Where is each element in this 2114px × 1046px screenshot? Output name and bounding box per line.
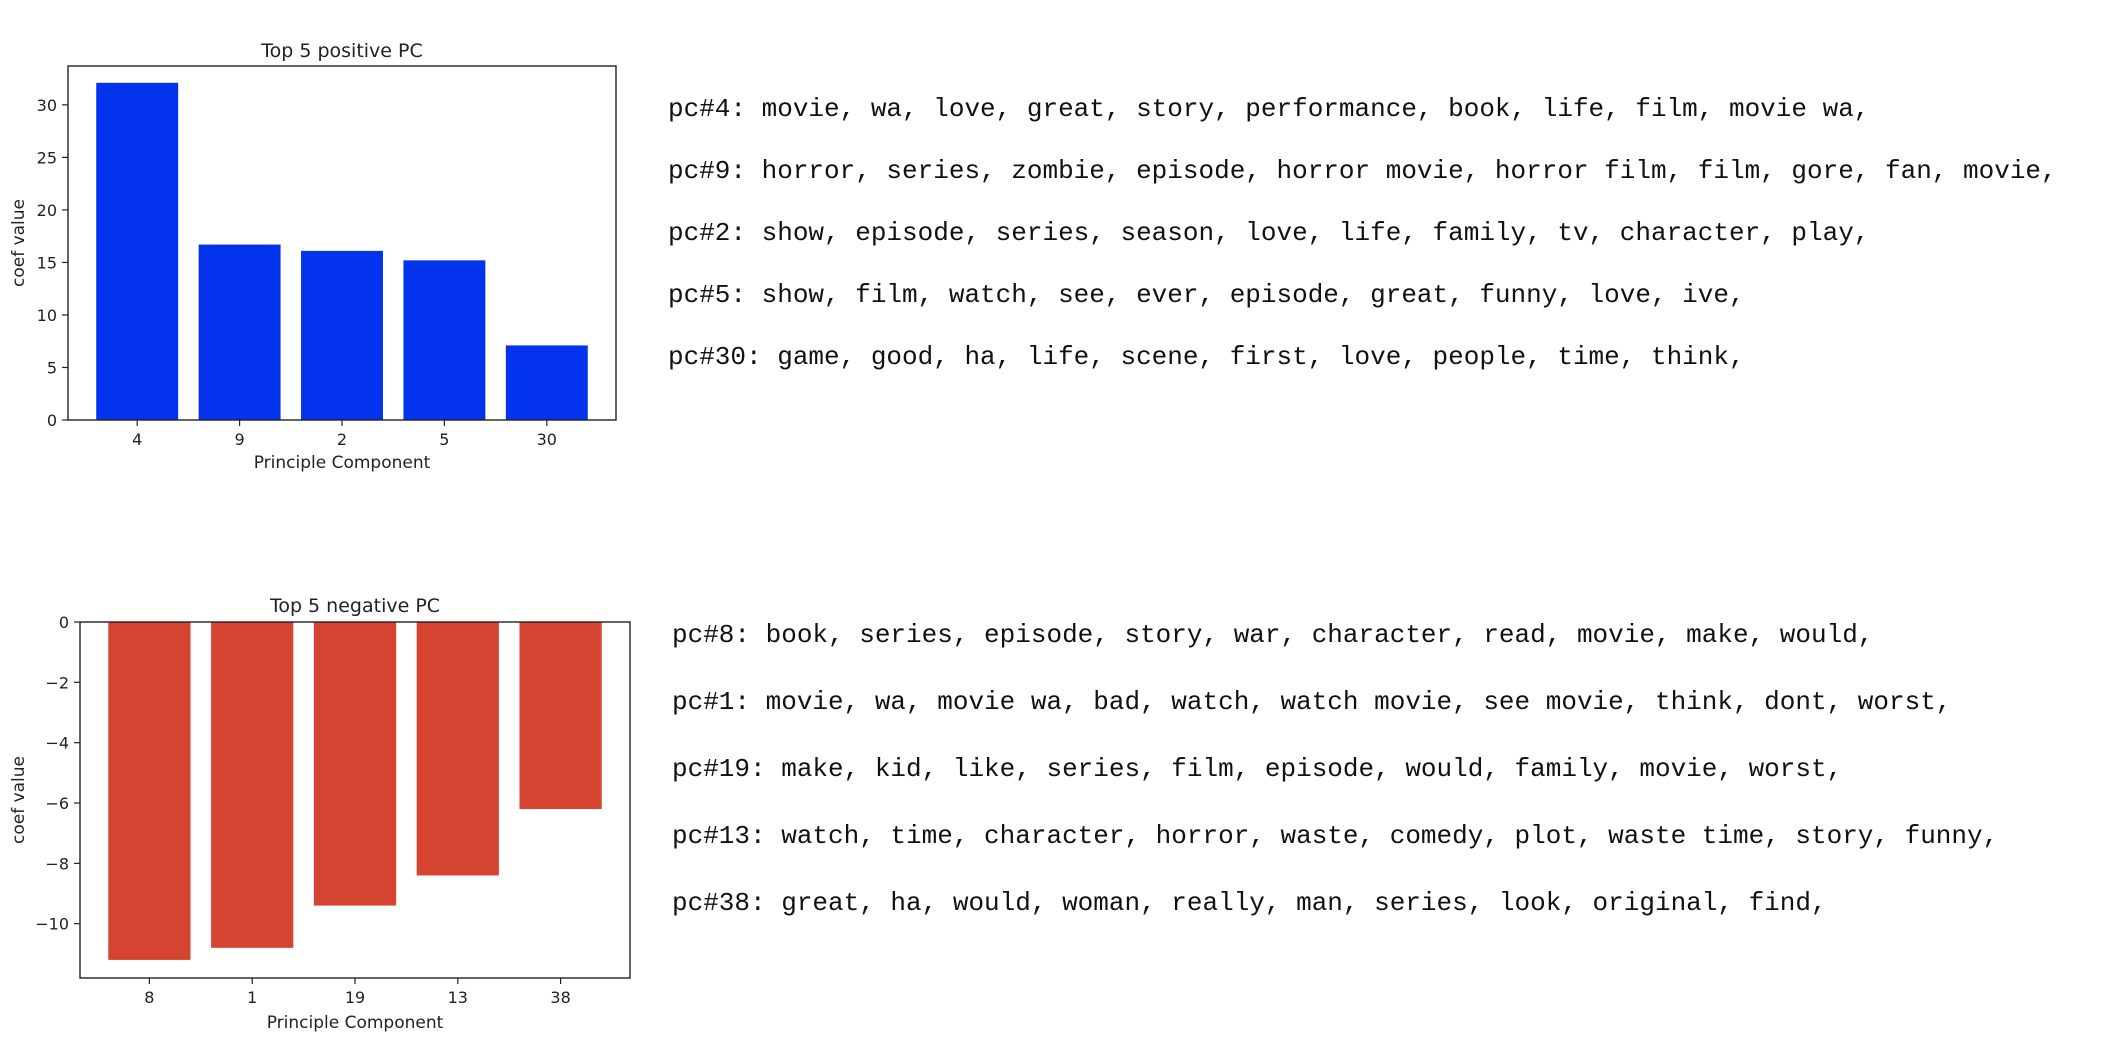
x-tick-label: 9 <box>235 430 245 449</box>
y-tick-label: 0 <box>59 613 69 632</box>
y-tick-label: 30 <box>37 96 57 115</box>
negative-terms-line: pc#8: book, series, episode, story, war,… <box>672 620 1874 650</box>
bar <box>505 345 588 420</box>
x-tick-label: 2 <box>337 430 347 449</box>
bar <box>96 82 179 420</box>
negative-terms-line: pc#19: make, kid, like, series, film, ep… <box>672 754 1843 784</box>
positive-terms-line: pc#2: show, episode, series, season, lov… <box>668 218 1870 248</box>
bar <box>403 260 486 420</box>
x-tick-label: 38 <box>550 988 570 1007</box>
y-tick-label: −2 <box>45 673 69 692</box>
y-tick-label: 20 <box>37 201 57 220</box>
y-tick-label: −4 <box>45 734 69 753</box>
bar <box>211 622 294 948</box>
negative-pc-chart: Top 5 negative PC 0 −2 −4 −6 −8 −10 8 1 19 13 38 Pri… <box>9 595 631 1033</box>
positive-terms-list: pc#4: movie, wa, love, great, story, per… <box>668 94 2057 372</box>
y-axis-label: coef value <box>9 199 29 287</box>
y-tick-label: 15 <box>37 253 57 272</box>
x-tick-label: 30 <box>537 430 557 449</box>
x-tick-label: 4 <box>132 430 142 449</box>
y-tick-label: −10 <box>35 915 69 934</box>
bar <box>313 622 397 906</box>
bar <box>416 622 499 876</box>
bar <box>519 622 602 810</box>
positive-terms-line: pc#5: show, film, watch, see, ever, epis… <box>668 280 1745 310</box>
x-axis-label: Principle Component <box>254 453 431 473</box>
y-tick-label: 5 <box>47 358 57 377</box>
x-tick-label: 5 <box>439 430 449 449</box>
x-tick-label: 1 <box>247 988 257 1007</box>
x-axis-label: Principle Component <box>267 1013 444 1033</box>
x-tick-label: 19 <box>345 988 365 1007</box>
chart-title: Top 5 positive PC <box>260 40 423 62</box>
y-tick-label: 10 <box>37 306 57 325</box>
x-tick-label: 13 <box>448 988 468 1007</box>
positive-terms-line: pc#4: movie, wa, love, great, story, per… <box>668 94 1870 124</box>
bar <box>108 622 191 960</box>
bar <box>301 250 383 420</box>
bar <box>198 244 281 420</box>
positive-terms-line: pc#30: game, good, ha, life, scene, firs… <box>668 342 1745 372</box>
y-tick-label: 0 <box>47 411 57 430</box>
negative-terms-list: pc#8: book, series, episode, story, war,… <box>672 620 1998 918</box>
negative-terms-line: pc#38: great, ha, would, woman, really, … <box>672 888 1827 918</box>
chart-title: Top 5 negative PC <box>269 595 440 617</box>
y-tick-label: −8 <box>45 854 69 873</box>
x-tick-label: 8 <box>144 988 154 1007</box>
y-axis-label: coef value <box>9 756 29 844</box>
negative-terms-line: pc#1: movie, wa, movie wa, bad, watch, w… <box>672 687 1952 717</box>
y-tick-label: 25 <box>37 148 57 167</box>
y-tick-label: −6 <box>45 794 69 813</box>
negative-terms-line: pc#13: watch, time, character, horror, w… <box>672 821 1999 851</box>
positive-terms-line: pc#9: horror, series, zombie, episode, h… <box>668 156 2057 186</box>
